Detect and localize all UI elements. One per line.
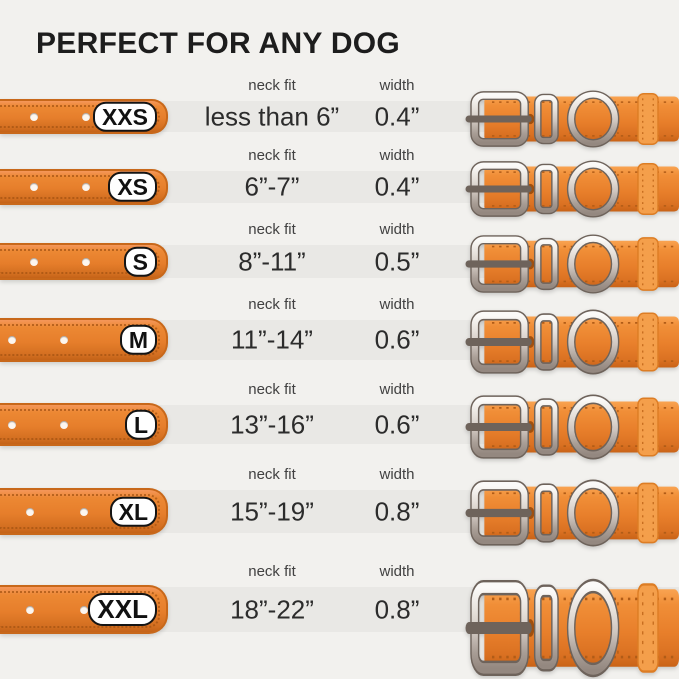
size-row-xxl: neck fit width XXL 18”-22” 0.8” (0, 563, 679, 634)
strap-hole (26, 507, 34, 516)
width-header: width (379, 381, 415, 398)
width-value: 0.8” (374, 594, 420, 624)
strap-hole (26, 605, 34, 614)
size-row-xs: neck fit width XS 6”-7” 0.4” (0, 147, 679, 205)
collar-strap-left: XXS (0, 99, 168, 134)
collar-strap-left: M (0, 318, 168, 362)
strap-hole (80, 507, 88, 516)
neck-fit-value: 18”-22” (230, 594, 314, 624)
size-label: M (119, 324, 157, 356)
width-value: 0.6” (374, 324, 420, 355)
collar-buckle-photo (450, 234, 679, 294)
neck-fit-value: less than 6” (204, 101, 340, 131)
collar-strap-left: XS (0, 169, 168, 205)
neck-fit-header: neck fit (248, 296, 296, 313)
size-label: XL (109, 496, 157, 527)
collar-buckle-photo (450, 160, 679, 218)
collar-buckle-photo (450, 578, 679, 678)
neck-fit-header: neck fit (248, 563, 296, 580)
strap-hole (80, 605, 88, 614)
collar-buckle-photo (450, 479, 679, 547)
collar-strap-left: S (0, 243, 168, 280)
neck-fit-value: 15”-19” (230, 496, 314, 526)
size-row-s: neck fit width S 8”-11” 0.5” (0, 221, 679, 280)
collar-strap-left: XL (0, 488, 168, 535)
strap-hole (8, 336, 16, 344)
page-title: PERFECT FOR ANY DOG (36, 27, 401, 60)
strap-hole (8, 420, 16, 429)
width-value: 0.4” (374, 171, 420, 202)
size-row-xxs: neck fit width XXS less than 6” 0.4” (0, 77, 679, 134)
strap-hole (30, 257, 38, 266)
size-label: XXS (92, 101, 157, 132)
width-header: width (379, 77, 415, 94)
size-row-l: neck fit width L 13”-16” 0.6” (0, 381, 679, 446)
strap-hole (82, 183, 90, 191)
collar-buckle-photo (450, 90, 679, 148)
width-value: 0.5” (374, 246, 420, 276)
size-label: S (123, 246, 157, 277)
neck-fit-value: 6”-7” (244, 171, 300, 202)
width-header: width (379, 296, 415, 313)
width-value: 0.4” (374, 101, 420, 131)
strap-hole (82, 112, 90, 121)
strap-hole (60, 420, 68, 429)
width-header: width (379, 147, 415, 164)
strap-hole (82, 257, 90, 266)
width-header: width (379, 466, 415, 483)
neck-fit-header: neck fit (248, 381, 296, 398)
neck-fit-header: neck fit (248, 466, 296, 483)
collar-buckle-photo (450, 309, 679, 375)
width-value: 0.6” (374, 409, 420, 439)
width-header: width (379, 221, 415, 238)
width-header: width (379, 563, 415, 580)
size-row-m: neck fit width M 11”-14” 0.6” (0, 296, 679, 362)
size-row-xl: neck fit width XL 15”-19” 0.8” (0, 466, 679, 535)
collar-strap-left: L (0, 403, 168, 446)
strap-hole (30, 183, 38, 191)
strap-hole (60, 336, 68, 344)
strap-hole (30, 112, 38, 121)
neck-fit-value: 8”-11” (238, 246, 306, 276)
neck-fit-header: neck fit (248, 221, 296, 238)
size-label: XXL (88, 592, 157, 627)
collar-buckle-photo (450, 394, 679, 460)
size-label: XS (108, 171, 157, 203)
collar-strap-left: XXL (0, 585, 168, 634)
neck-fit-value: 13”-16” (230, 409, 314, 439)
neck-fit-value: 11”-14” (231, 324, 313, 355)
width-value: 0.8” (374, 496, 420, 526)
neck-fit-header: neck fit (248, 77, 296, 94)
size-label: L (124, 409, 157, 440)
neck-fit-header: neck fit (248, 147, 296, 164)
